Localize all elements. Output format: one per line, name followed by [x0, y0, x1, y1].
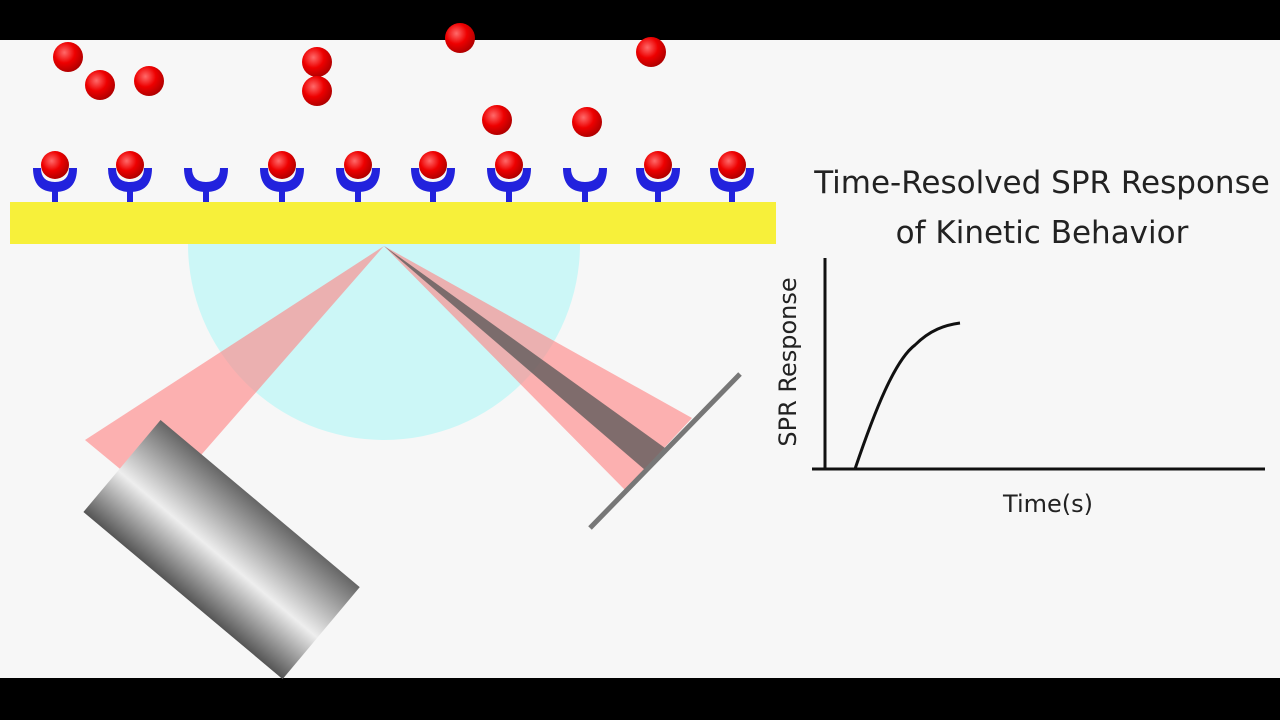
free-analyte	[53, 42, 83, 72]
receptor-cup	[336, 168, 380, 192]
response-curve	[853, 321, 961, 470]
receptor-stem	[203, 186, 209, 202]
receptor-stem	[430, 186, 436, 202]
bound-analyte	[116, 151, 144, 179]
x-axis-label: Time(s)	[1002, 490, 1093, 518]
receptor-cup	[33, 168, 77, 192]
bound-analyte	[268, 151, 296, 179]
bound-analyte	[495, 151, 523, 179]
free-analyte	[302, 76, 332, 106]
receptor-cup	[710, 168, 754, 192]
receptor-cup	[636, 168, 680, 192]
bound-analyte	[718, 151, 746, 179]
receptors	[33, 168, 754, 202]
free-analyte	[572, 107, 602, 137]
light-source	[83, 420, 360, 680]
gold-film	[10, 202, 776, 244]
dark-band	[384, 246, 665, 470]
receptor-stem	[506, 186, 512, 202]
bound-analyte	[344, 151, 372, 179]
receptor-cup	[184, 168, 228, 192]
free-analyte	[636, 37, 666, 67]
free-analyte	[445, 23, 475, 53]
detector	[588, 372, 742, 530]
receptor-stem	[52, 186, 58, 202]
receptor-stem	[279, 186, 285, 202]
free-analyte	[134, 66, 164, 96]
title-line2: of Kinetic Behavior	[896, 215, 1189, 251]
receptor-stem	[655, 186, 661, 202]
receptor-cup	[260, 168, 304, 192]
title-line1: Time-Resolved SPR Response	[813, 165, 1270, 201]
bound-analyte	[644, 151, 672, 179]
receptor-stem	[355, 186, 361, 202]
receptor-cup	[487, 168, 531, 192]
receptor-stem	[729, 186, 735, 202]
bound-analyte	[419, 151, 447, 179]
receptor-cup	[563, 168, 607, 192]
bound-analyte	[41, 151, 69, 179]
receptor-stem	[582, 186, 588, 202]
prism	[188, 244, 580, 440]
free-analyte	[482, 105, 512, 135]
free-analyte	[85, 70, 115, 100]
analytes	[41, 23, 746, 179]
receptor-cup	[411, 168, 455, 192]
free-analyte	[302, 47, 332, 77]
receptor-cup	[108, 168, 152, 192]
receptor-stem	[127, 186, 133, 202]
y-axis-label: SPR Response	[774, 277, 802, 446]
